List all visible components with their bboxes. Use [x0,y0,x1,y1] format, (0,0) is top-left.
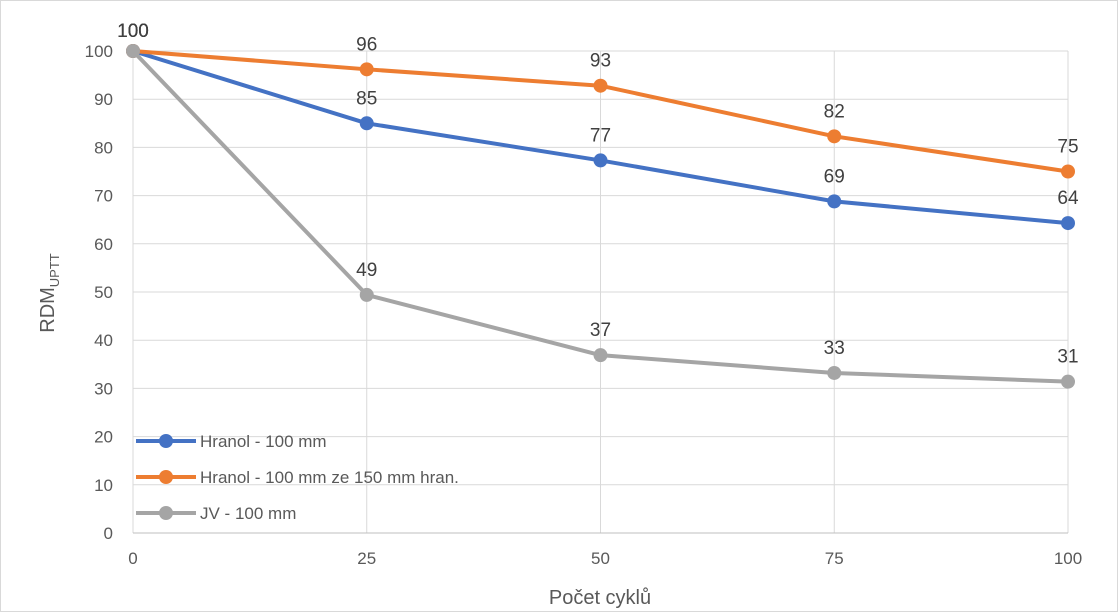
legend-entry-1: Hranol - 100 mm [136,432,327,451]
data-point [827,365,842,380]
legend-swatch-marker [159,470,173,484]
data-point [1061,374,1075,389]
data-label: 93 [590,51,611,72]
tick-labels: 0 10 20 30 40 50 60 70 80 90 100 0 25 50 75 100 [85,42,1083,568]
y-tick-label: 80 [94,138,113,157]
y-tick-label: 90 [94,90,113,109]
data-labels-series-1: 100 85 77 69 64 [117,21,1079,209]
series-1 [126,44,1075,231]
data-point [593,153,608,168]
x-tick-label: 25 [357,549,376,568]
data-label: 96 [356,34,377,55]
x-tick-label: 0 [128,549,137,568]
data-label: 100 [117,21,149,42]
data-labels-series-2: 100 96 93 82 75 [117,21,1078,158]
x-tick-label: 75 [825,549,844,568]
y-tick-label: 10 [94,476,113,495]
legend-swatch-marker [159,434,173,448]
data-label: 100 [117,21,149,42]
legend: Hranol - 100 mm Hranol - 100 mm ze 150 mm… [136,432,459,523]
y-axis-title: RDMUPTT [37,253,62,333]
y-tick-label: 0 [104,524,113,543]
y-tick-label: 30 [94,379,113,398]
data-point [359,116,374,131]
data-label: 69 [824,166,845,187]
y-tick-label: 50 [94,283,113,302]
y-tick-label: 40 [94,331,113,350]
legend-swatch-marker [159,506,173,520]
legend-entry-2: Hranol - 100 mm ze 150 mm hran. [136,468,459,487]
data-label: 100 [117,21,149,42]
data-label: 49 [356,260,377,281]
data-point [359,62,374,77]
data-label: 64 [1057,188,1079,209]
data-point [359,287,374,302]
data-label: 77 [590,125,611,146]
y-axis-title-subscript: UPTT [47,253,62,287]
y-tick-label: 70 [94,187,113,206]
legend-label: Hranol - 100 mm ze 150 mm hran. [200,468,459,487]
legend-label: Hranol - 100 mm [200,432,327,451]
series [126,44,1075,389]
x-tick-label: 50 [591,549,610,568]
data-label: 82 [824,101,845,122]
x-axis-title: Počet cyklů [549,587,651,609]
legend-entry-3: JV - 100 mm [136,504,296,523]
data-label: 33 [824,338,845,359]
legend-label: JV - 100 mm [200,504,296,523]
data-label: 75 [1057,137,1078,158]
data-point [827,129,842,144]
y-tick-label: 100 [85,42,113,61]
data-label: 85 [356,88,377,109]
y-axis-title-main: RDM [37,287,59,333]
series-3 [126,44,1075,389]
data-point [1061,164,1075,179]
y-tick-label: 20 [94,428,113,447]
data-point [593,348,608,363]
x-tick-label: 100 [1054,549,1082,568]
data-point [827,194,842,209]
data-point [593,78,608,93]
data-label: 37 [590,320,611,341]
data-point [126,44,140,58]
data-labels-series-3: 100 49 37 33 31 [117,21,1078,368]
data-point [1061,216,1075,231]
y-tick-label: 60 [94,235,113,254]
data-label: 31 [1057,347,1078,368]
